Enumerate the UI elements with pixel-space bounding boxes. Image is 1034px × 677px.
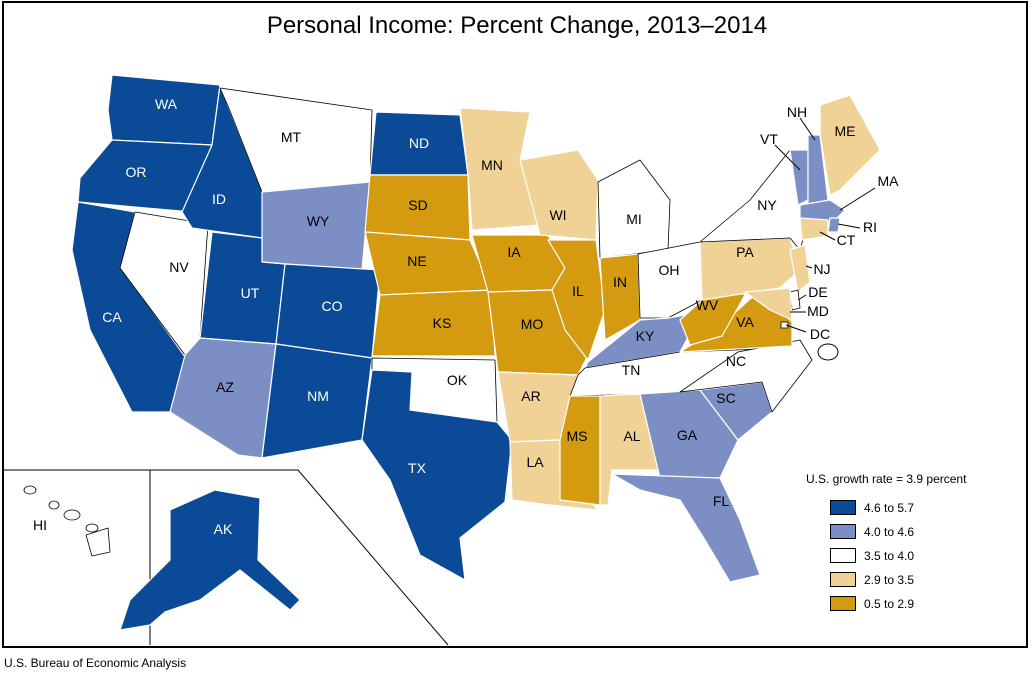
state-label-hi: HI (33, 517, 47, 533)
legend-swatch-4 (830, 572, 856, 587)
state-label-ut: UT (241, 285, 260, 301)
legend-item-4: 2.9 to 3.5 (830, 572, 1030, 588)
state-label-nh: NH (787, 104, 807, 120)
state-label-tn: TN (622, 362, 641, 378)
legend-title: U.S. growth rate = 3.9 percent (806, 472, 967, 486)
state-label-nd: ND (409, 135, 429, 151)
state-label-nm: NM (307, 388, 329, 404)
state-NC[interactable] (679, 339, 813, 413)
legend-item-2: 4.0 to 4.6 (830, 524, 1030, 540)
state-label-al: AL (623, 428, 640, 444)
state-label-co: CO (322, 298, 343, 314)
state-label-nj: NJ (813, 261, 830, 277)
legend-item-5: 0.5 to 2.9 (830, 596, 1030, 612)
state-label-me: ME (835, 123, 856, 139)
state-label-wa: WA (155, 96, 178, 112)
state-NE[interactable] (364, 231, 493, 296)
state-label-ak: AK (214, 521, 233, 537)
state-label-de: DE (808, 284, 827, 300)
ocean-ellipse (817, 343, 839, 361)
state-KS[interactable] (371, 289, 496, 357)
state-label-id: ID (212, 191, 226, 207)
state-TX[interactable] (361, 369, 513, 581)
legend-swatch-1 (830, 500, 856, 515)
state-label-wv: WV (696, 297, 719, 313)
state-label-or: OR (126, 164, 147, 180)
source-credit: U.S. Bureau of Economic Analysis (4, 656, 187, 670)
state-OH[interactable] (637, 241, 703, 319)
state-label-wy: WY (307, 213, 330, 229)
state-label-mi: MI (626, 211, 642, 227)
state-label-ar: AR (521, 388, 540, 404)
legend-item-3: 3.5 to 4.0 (830, 548, 1030, 564)
legend-label-2: 4.0 to 4.6 (864, 525, 915, 539)
map-title: Personal Income: Percent Change, 2013–20… (266, 12, 768, 39)
state-label-ri: RI (863, 219, 877, 235)
state-RI[interactable] (827, 217, 841, 233)
state-label-ga: GA (677, 427, 698, 443)
state-label-ks: KS (433, 315, 452, 331)
state-label-ca: CA (102, 309, 122, 325)
state-label-pa: PA (736, 244, 754, 260)
state-label-sc: SC (716, 390, 735, 406)
state-label-mt: MT (281, 129, 302, 145)
state-label-ma: MA (878, 173, 900, 189)
state-label-tx: TX (408, 460, 427, 476)
legend-swatch-2 (830, 524, 856, 539)
state-OR[interactable] (77, 139, 213, 213)
state-label-dc: DC (810, 326, 830, 342)
state-label-fl: FL (713, 493, 730, 509)
state-CT[interactable] (799, 217, 829, 241)
state-label-la: LA (526, 454, 544, 470)
state-IL[interactable] (547, 239, 606, 361)
state-label-az: AZ (216, 379, 234, 395)
legend-label-4: 2.9 to 3.5 (864, 573, 915, 587)
state-label-sd: SD (408, 197, 427, 213)
state-MI[interactable] (597, 159, 671, 259)
state-NJ[interactable] (789, 244, 811, 293)
state-MD[interactable] (744, 287, 793, 321)
state-label-mo: MO (521, 316, 544, 332)
state-DC[interactable] (780, 321, 789, 329)
legend-label-5: 0.5 to 2.9 (864, 597, 915, 611)
state-label-ne: NE (407, 253, 426, 269)
legend-swatch-3 (830, 548, 856, 563)
legend-swatch-5 (830, 596, 856, 611)
state-label-in: IN (613, 274, 627, 290)
state-HI[interactable] (23, 485, 111, 557)
callout-lines (774, 117, 876, 333)
state-AZ[interactable] (169, 337, 277, 459)
state-WI[interactable] (519, 149, 599, 241)
legend-label-1: 4.6 to 5.7 (864, 501, 915, 515)
state-label-oh: OH (659, 262, 680, 278)
legend-item-1: 4.6 to 5.7 (830, 500, 1030, 516)
state-label-vt: VT (760, 131, 778, 147)
state-label-ny: NY (757, 197, 777, 213)
state-ME[interactable] (819, 94, 881, 196)
state-label-ok: OK (447, 372, 468, 388)
state-label-ms: MS (567, 428, 588, 444)
state-label-va: VA (736, 314, 754, 330)
state-label-nv: NV (169, 259, 189, 275)
state-label-ky: KY (636, 328, 655, 344)
state-label-md: MD (807, 303, 829, 319)
state-AK[interactable] (119, 489, 301, 631)
map-frame (2, 1, 1028, 648)
state-label-ia: IA (507, 244, 521, 260)
state-label-nc: NC (726, 353, 746, 369)
state-label-mn: MN (481, 157, 503, 173)
state-label-ct: CT (837, 232, 856, 248)
state-label-wi: WI (549, 207, 566, 223)
state-FL[interactable] (611, 473, 761, 583)
state-label-il: IL (572, 283, 584, 299)
state-MS[interactable] (559, 395, 601, 506)
legend-label-3: 3.5 to 4.0 (864, 549, 915, 563)
